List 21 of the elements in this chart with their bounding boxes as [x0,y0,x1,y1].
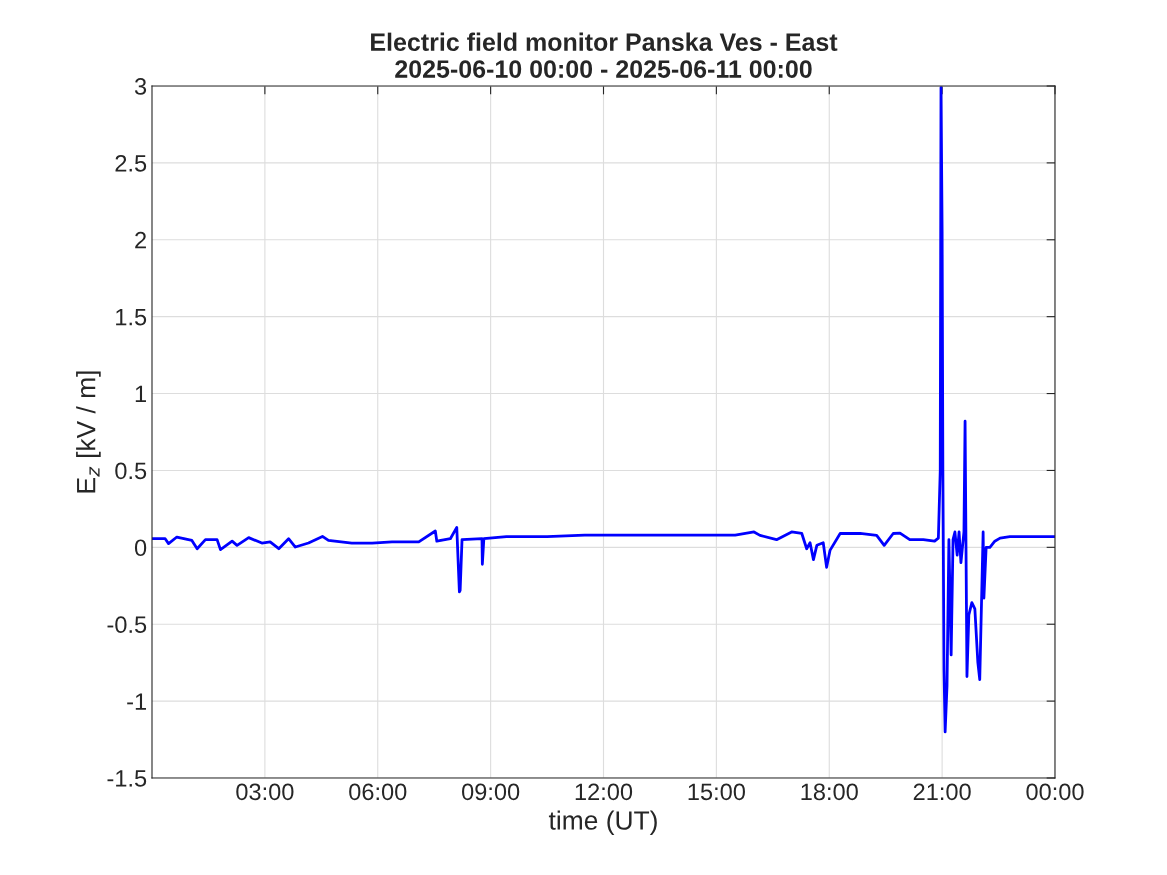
y-tick-label: 2 [135,231,146,249]
x-tick-label: 00:00 [1026,783,1084,801]
chart-title: Electric field monitor Panska Ves - East 2025-06-10 00:00 - 2025-06-11 00:00 [371,32,838,78]
y-tick-label: 1 [135,385,146,403]
x-tick-label: 09:00 [462,783,520,801]
y-axis-title: E$_{z}$ [kV / m] [76,371,101,493]
x-tick-label: 12:00 [575,783,633,801]
x-tick-label: 18:00 [801,783,858,801]
x-axis-title: time (UT) [548,810,657,836]
x-tick-label: 15:00 [688,783,745,801]
x-tick-label: 06:00 [349,783,407,801]
y-tick-label: 2.5 [115,154,147,172]
y-tick-label: -0.5 [107,616,147,634]
x-tick-label: 03:00 [236,783,294,801]
y-tick-label: -1 [127,693,146,710]
y-tick-label: 0.5 [115,462,147,480]
x-tick-label: 21:00 [913,783,971,801]
y-tick-label: 1.5 [116,308,147,326]
y-tick-label: -1.5 [107,770,147,787]
y-tick-label: 3 [134,78,147,95]
y-tick-label: 0 [134,539,147,557]
